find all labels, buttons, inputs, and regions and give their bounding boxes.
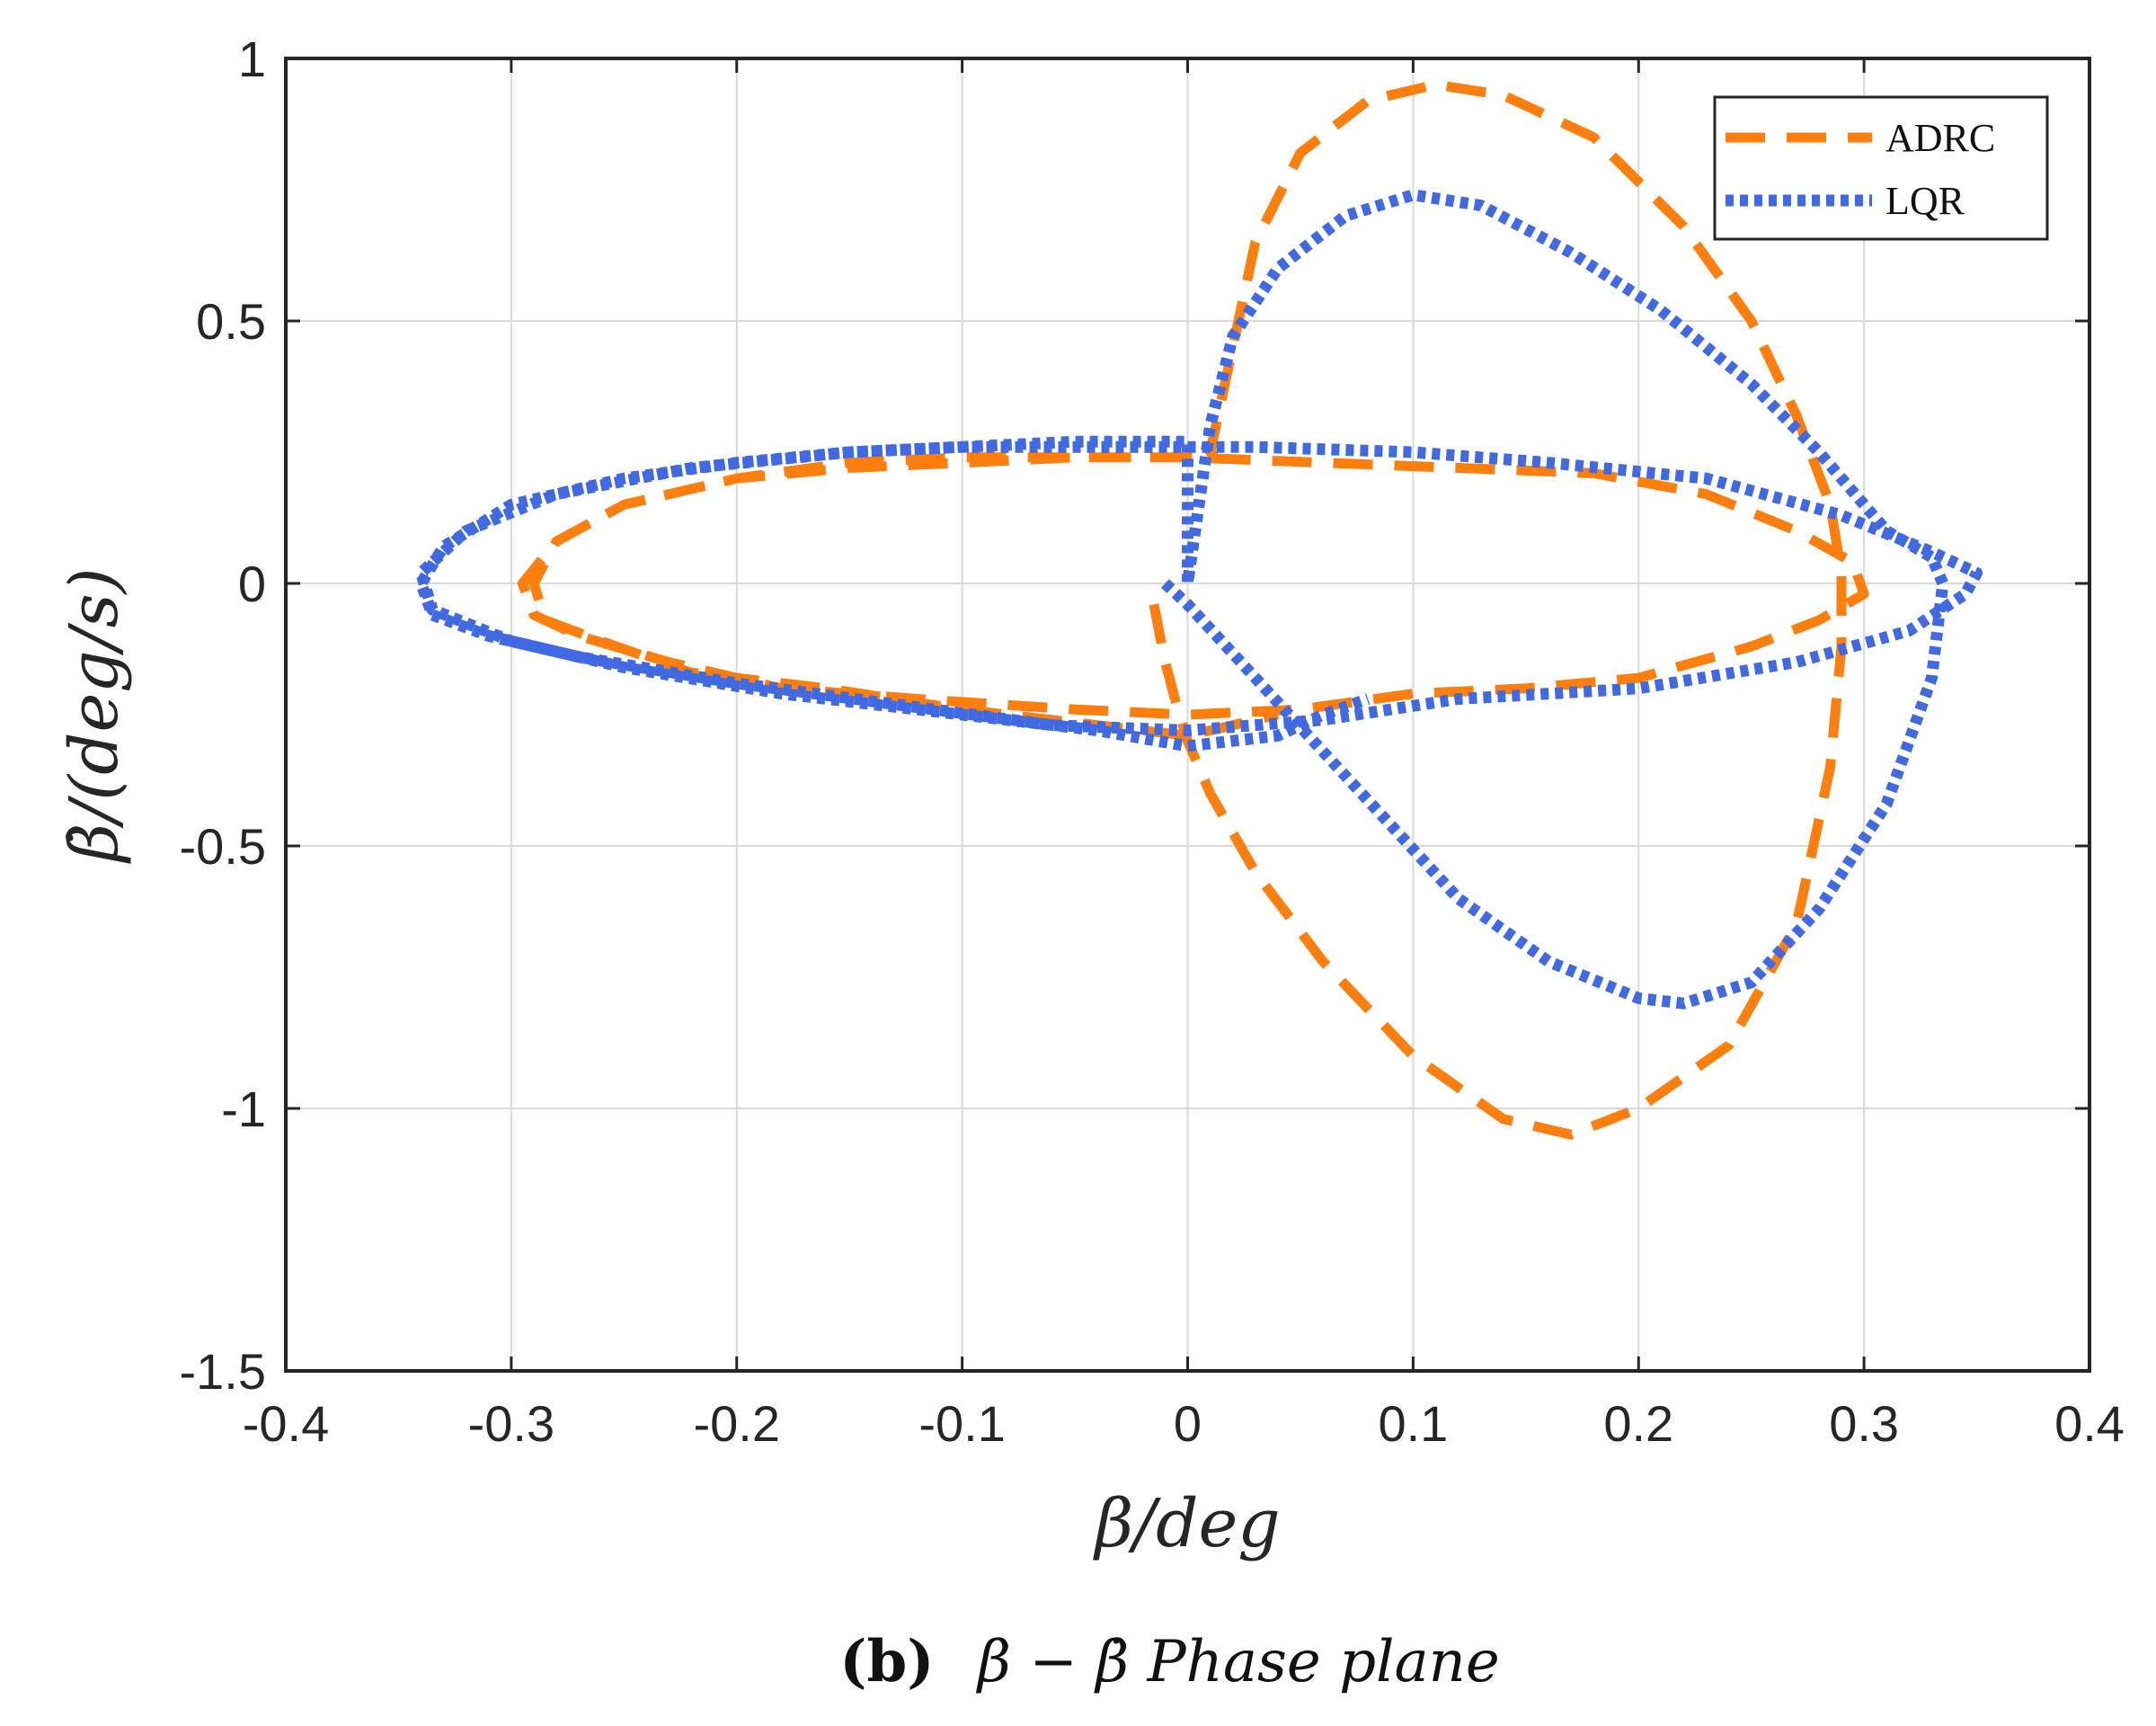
legend: ADRC LQR [1713,95,2049,241]
y-tick-label: -1 [221,1081,266,1137]
x-tick-label: 0.1 [1378,1395,1448,1452]
x-tick-label: 0.3 [1829,1395,1899,1452]
y-tick-label: 0.5 [196,293,266,350]
x-tick-label: 0 [1174,1395,1202,1452]
svg-text:(b) β − β̇ Phase plane: (b) β − β̇ Phase plane [839,1628,1500,1695]
legend-box [1713,95,2049,241]
x-tick-label: -0.3 [468,1395,555,1452]
y-axis-label: β̇/(deg/s) [56,568,133,865]
y-tick-label: 0 [238,556,266,612]
x-tick-label: 0.2 [1603,1395,1673,1452]
figure-caption: (b) β − β̇ Phase plane [839,1628,1500,1695]
x-tick-label: -0.4 [243,1395,330,1452]
y-tick-label: 1 [238,31,266,87]
ticks: -0.4 -0.3 -0.2 -0.1 0 0.1 0.2 0.3 0.4 -1.5 -1 -0.5 0… [180,31,2125,1452]
caption-label: (b) [839,1628,934,1695]
legend-label-lqr: LQR [1885,179,1965,223]
caption-text: β − β̇ Phase plane [976,1629,1500,1695]
legend-label-adrc: ADRC [1885,116,1995,160]
grid-lines [286,58,2089,1371]
y-tick-label: -1.5 [180,1343,267,1400]
series-layer [415,79,1983,1140]
y-tick-label: -0.5 [180,818,267,875]
x-tick-label: -0.2 [694,1395,781,1452]
series-line-lqr [415,189,1983,1010]
x-axis-label: β/deg [1092,1485,1280,1562]
x-tick-label: 0.4 [2054,1395,2125,1452]
series-line-adrc [517,79,1869,1140]
x-tick-label: -0.1 [918,1395,1006,1452]
